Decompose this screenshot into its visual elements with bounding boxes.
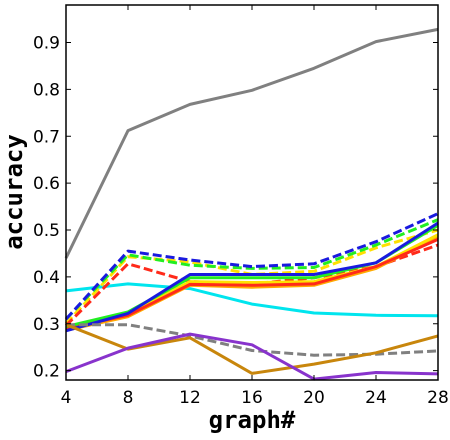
y-tick-label: 0.5 (33, 221, 60, 241)
plot-frame (65, 4, 439, 381)
ticks-layer: 4 8 12 16 20 24 28 0.2 0.3 0.4 0.5 0.6 0.7 0.8 0.9 (33, 5, 449, 408)
x-tick-label: 4 (61, 388, 72, 408)
series-layer (64, 27, 439, 381)
y-tick-label: 0.9 (33, 34, 60, 54)
y-tick-label: 0.8 (33, 80, 60, 100)
x-tick-label: 24 (365, 388, 387, 408)
x-tick-label: 12 (179, 388, 201, 408)
y-tick-label: 0.7 (33, 127, 60, 147)
x-tick-label: 20 (303, 388, 325, 408)
series-line-2 (65, 282, 439, 318)
x-tick-label: 28 (427, 388, 449, 408)
x-tick-label: 8 (123, 388, 134, 408)
x-axis-title: graph# (209, 406, 296, 434)
series-line-6 (64, 212, 439, 321)
series-line-9 (65, 238, 439, 330)
x-tick-label: 16 (241, 388, 263, 408)
series-line-11 (65, 221, 439, 333)
y-tick-label: 0.6 (33, 174, 60, 194)
y-tick-label: 0.2 (33, 362, 60, 382)
series-line-1 (64, 27, 439, 259)
series-line-5 (64, 218, 439, 321)
y-axis-title: accuracy (0, 134, 28, 250)
y-tick-label: 0.3 (33, 315, 60, 335)
y-tick-label: 0.4 (33, 268, 60, 288)
series-line-14 (65, 332, 439, 381)
